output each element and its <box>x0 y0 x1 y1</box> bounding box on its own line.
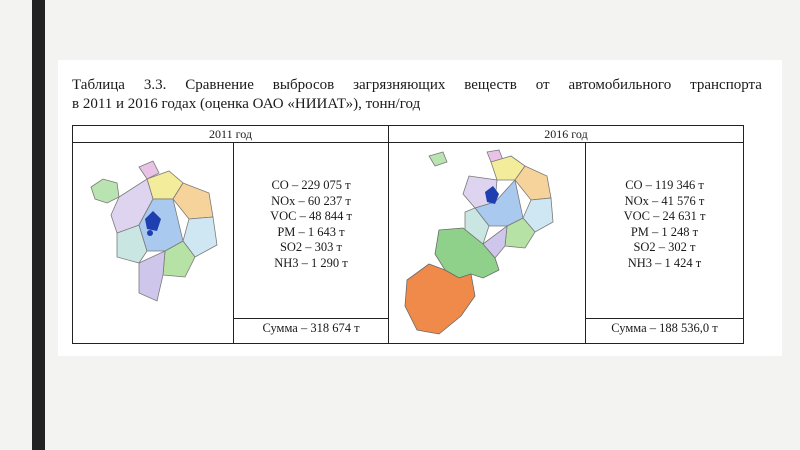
caption-word: выбросов <box>272 77 335 93</box>
pollutant-co-2011: CO – 229 075 т <box>271 178 351 192</box>
caption-word: от <box>535 77 550 93</box>
pollutant-nox-2016: NOx – 41 576 т <box>624 193 705 208</box>
grid-line <box>585 318 743 319</box>
pollutant-list-2011: CO – 229 075 т NOx – 60 237 т VOC – 48 8… <box>234 178 388 271</box>
caption-word: Сравнение <box>185 77 254 93</box>
table-caption: Таблица 3.3. Сравнение выбросов загрязня… <box>72 76 762 114</box>
pollutant-voc-2011: VOC – 48 844 т <box>270 209 352 223</box>
caption-word: автомобильного <box>568 77 672 93</box>
caption-word: Таблица <box>72 77 125 93</box>
pollutant-co-2016: CO – 119 346 т <box>625 178 704 192</box>
emissions-table: 2011 год 2016 год CO – 229 075 т NOx – 6… <box>72 125 744 344</box>
pollutant-nox-2011: NOx – 60 237 т <box>271 193 351 208</box>
new-moscow-south-region <box>404 263 476 335</box>
sum-2011: Сумма – 318 674 т <box>262 321 360 335</box>
grid-line <box>233 318 388 319</box>
pollutant-so2-2016: SO2 – 302 т <box>633 240 696 254</box>
pollutant-list-2016: CO – 119 346 т NOx – 41 576 т VOC – 24 6… <box>586 178 743 271</box>
sum-2016: Сумма – 188 536,0 т <box>611 321 718 335</box>
slide-left-accent-bar <box>32 0 45 450</box>
pollutant-nh3-2011: NH3 – 1 290 т <box>274 255 348 270</box>
moscow-map-2011 <box>90 160 218 302</box>
pollutant-pm-2016: PM – 1 248 т <box>630 224 699 239</box>
caption-word: 3.3. <box>143 77 167 93</box>
grid-line <box>73 142 743 143</box>
header-2011: 2011 год <box>209 127 252 141</box>
caption-word: веществ <box>464 77 517 93</box>
new-moscow-north-region <box>434 227 500 279</box>
pollutant-nh3-2016: NH3 – 1 424 т <box>627 255 702 270</box>
caption-word: транспорта <box>690 77 762 93</box>
grid-line <box>233 142 234 343</box>
caption-line-1: Таблица 3.3. Сравнение выбросов загрязня… <box>72 76 762 95</box>
pollutant-so2-2011: SO2 – 303 т <box>279 240 343 254</box>
grid-line <box>585 142 586 343</box>
grid-line <box>388 126 389 343</box>
pollutant-pm-2011: PM – 1 643 т <box>277 224 345 239</box>
caption-line-2: в 2011 и 2016 годах (оценка ОАО «НИИАТ»)… <box>72 96 421 112</box>
caption-word: загрязняющих <box>353 77 446 93</box>
header-2016: 2016 год <box>544 127 588 141</box>
pollutant-voc-2016: VOC – 24 631 т <box>623 209 706 223</box>
moscow-map-2016 <box>404 149 554 335</box>
